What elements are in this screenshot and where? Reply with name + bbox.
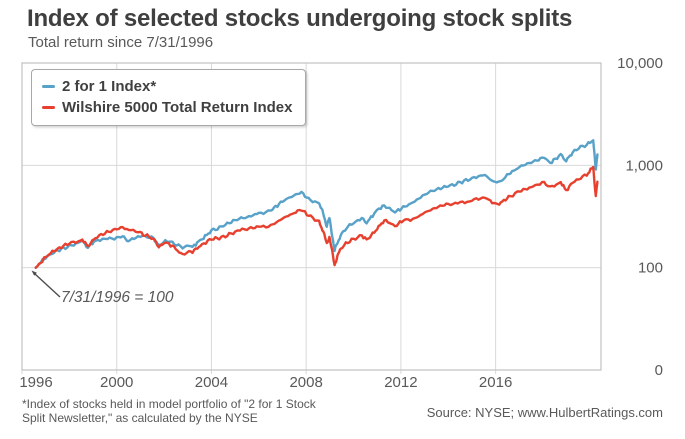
legend-item-wilshire: Wilshire 5000 Total Return Index	[42, 97, 292, 118]
y-tick-label: 1,000	[625, 157, 663, 174]
annotation-arrow-icon	[31, 270, 61, 298]
plot-border	[21, 62, 602, 371]
annotation-base-value: 7/31/1996 = 100	[61, 289, 174, 306]
series-line-wilshire	[34, 165, 599, 269]
legend-item-2for1: 2 for 1 Index*	[42, 76, 292, 97]
legend-label-2for1: 2 for 1 Index*	[62, 78, 157, 95]
source-credit: Source: NYSE; www.HulbertRatings.com	[426, 405, 663, 420]
chart-title: Index of selected stocks undergoing stoc…	[27, 5, 573, 32]
x-tick-label: 2004	[195, 374, 228, 391]
series-line-2for1	[34, 139, 599, 269]
x-tick-label: 2000	[100, 374, 133, 391]
x-tick-label: 2016	[479, 374, 512, 391]
legend: 2 for 1 Index* Wilshire 5000 Total Retur…	[31, 69, 307, 126]
series-swatch-2for1-icon	[42, 84, 55, 89]
legend-label-wilshire: Wilshire 5000 Total Return Index	[62, 99, 293, 116]
y-tick-label: 0	[655, 362, 663, 379]
footnote: *Index of stocks held in model portfolio…	[22, 397, 316, 425]
y-tick-label: 100	[638, 260, 663, 277]
x-tick-label: 2012	[384, 374, 417, 391]
series-swatch-wilshire-icon	[42, 105, 55, 110]
chart-subtitle: Total return since 7/31/1996	[28, 34, 214, 51]
x-tick-label: 2008	[289, 374, 322, 391]
x-tick-label: 1996	[19, 374, 52, 391]
y-tick-label: 10,000	[617, 55, 663, 72]
